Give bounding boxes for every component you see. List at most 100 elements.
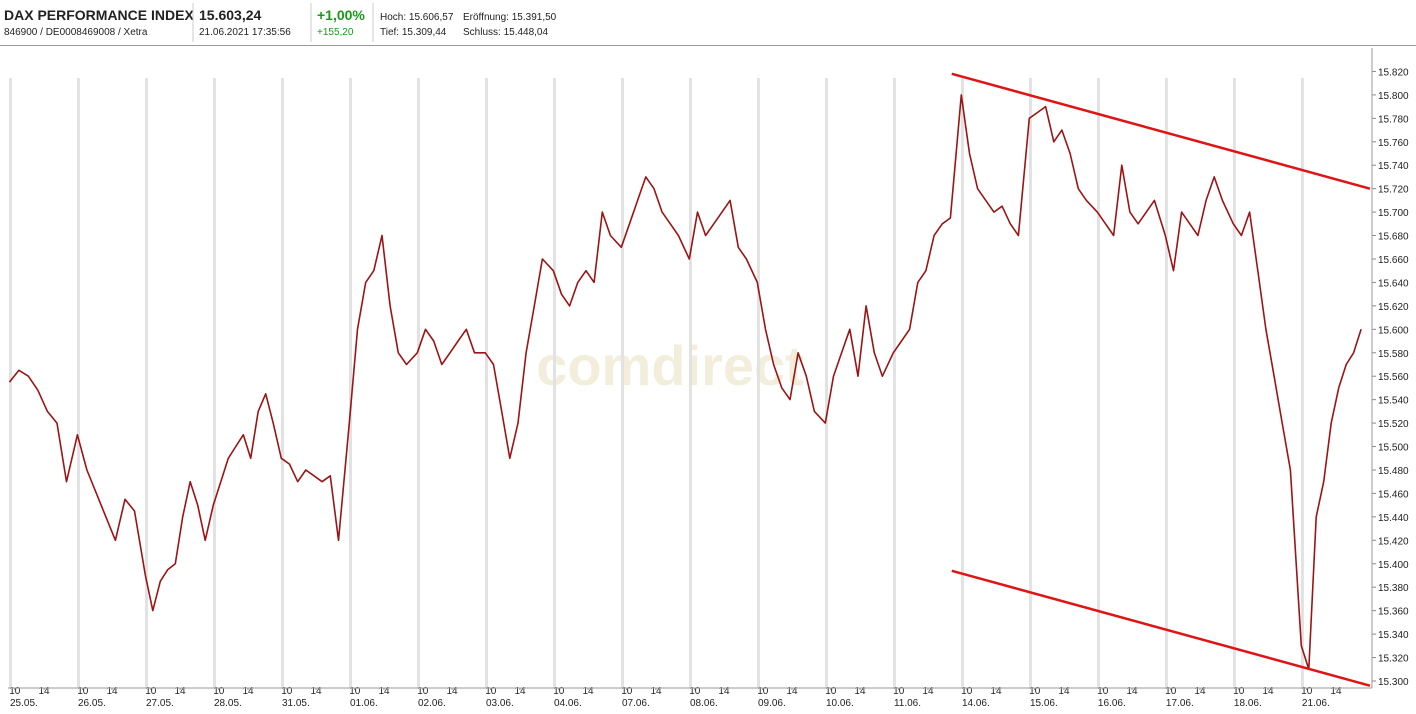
x-tick-label: 14	[514, 686, 526, 697]
x-tick-label: 10	[825, 686, 837, 697]
y-tick-label: 15.660	[1378, 255, 1409, 266]
day-separator	[756, 78, 760, 688]
x-day-label: 16.06.	[1098, 698, 1126, 709]
x-tick-label: 14	[922, 686, 934, 697]
y-tick-label: 15.520	[1378, 419, 1409, 430]
x-tick-label: 10	[213, 686, 225, 697]
x-tick-label: 10	[1029, 686, 1041, 697]
x-tick-label: 14	[378, 686, 390, 697]
day-separator	[144, 78, 148, 688]
index-ids: 846900 / DE0008469008 / Xetra	[4, 27, 148, 38]
x-tick-label: 10	[145, 686, 157, 697]
x-tick-label: 14	[650, 686, 662, 697]
y-tick-label: 15.460	[1378, 489, 1409, 500]
day-separator	[552, 78, 556, 688]
x-tick-label: 10	[689, 686, 701, 697]
x-tick-label: 14	[242, 686, 254, 697]
day-separator	[960, 78, 964, 688]
x-tick-label: 14	[1194, 686, 1206, 697]
day-separator	[1096, 78, 1100, 688]
index-name: DAX PERFORMANCE INDEX	[4, 7, 194, 23]
trendline	[951, 72, 1371, 190]
close: Schluss: 15.448,04	[463, 27, 548, 38]
y-tick-label: 15.540	[1378, 396, 1409, 407]
x-tick-label: 14	[106, 686, 118, 697]
x-tick-label: 14	[1058, 686, 1070, 697]
x-tick-label: 14	[854, 686, 866, 697]
x-tick-label: 10	[281, 686, 293, 697]
day-separator	[892, 78, 896, 688]
x-day-label: 02.06.	[418, 698, 446, 709]
x-tick-label: 14	[38, 686, 50, 697]
y-tick-label: 15.780	[1378, 114, 1409, 125]
y-tick-label: 15.620	[1378, 302, 1409, 313]
y-tick-label: 15.580	[1378, 349, 1409, 360]
x-tick-label: 10	[961, 686, 973, 697]
price: 15.603,24	[199, 7, 261, 23]
x-day-label: 10.06.	[826, 698, 854, 709]
x-day-label: 21.06.	[1302, 698, 1330, 709]
y-tick-label: 15.300	[1378, 677, 1409, 688]
x-day-label: 11.06.	[894, 698, 921, 709]
x-tick-label: 14	[582, 686, 594, 697]
x-tick-label: 14	[990, 686, 1002, 697]
timestamp: 21.06.2021 17:35:56	[199, 27, 291, 38]
x-tick-label: 10	[1233, 686, 1245, 697]
x-tick-label: 10	[553, 686, 565, 697]
x-tick-label: 10	[1165, 686, 1177, 697]
x-day-label: 31.05.	[282, 698, 310, 709]
x-day-label: 03.06.	[486, 698, 514, 709]
y-tick-label: 15.640	[1378, 278, 1409, 289]
x-tick-label: 14	[786, 686, 798, 697]
day-separator	[688, 78, 692, 688]
x-day-label: 18.06.	[1234, 698, 1262, 709]
x-tick-label: 14	[446, 686, 458, 697]
day-separator	[1300, 78, 1304, 688]
price-line	[8, 94, 1362, 670]
y-tick-label: 15.360	[1378, 607, 1409, 618]
day-separator	[9, 78, 12, 688]
y-tick-label: 15.760	[1378, 138, 1409, 149]
y-tick-label: 15.500	[1378, 443, 1409, 454]
x-day-label: 28.05.	[214, 698, 242, 709]
day-separator	[1232, 78, 1236, 688]
day-separator	[280, 78, 284, 688]
x-tick-label: 14	[1262, 686, 1274, 697]
x-day-label: 17.06.	[1166, 698, 1194, 709]
y-tick-label: 15.380	[1378, 583, 1409, 594]
y-tick-label: 15.480	[1378, 466, 1409, 477]
day-separator	[76, 78, 80, 688]
watermark: comdirect	[536, 334, 804, 397]
x-tick-label: 10	[1097, 686, 1109, 697]
x-day-label: 15.06.	[1030, 698, 1058, 709]
x-tick-label: 10	[757, 686, 769, 697]
x-tick-label: 10	[9, 686, 21, 697]
x-tick-label: 14	[1330, 686, 1342, 697]
day-separator	[1164, 78, 1168, 688]
x-tick-label: 14	[1126, 686, 1138, 697]
day-separator	[1028, 78, 1032, 688]
x-tick-label: 14	[310, 686, 322, 697]
trendline	[951, 569, 1371, 687]
y-tick-label: 15.400	[1378, 560, 1409, 571]
y-tick-label: 15.440	[1378, 513, 1409, 524]
y-tick-label: 15.720	[1378, 185, 1409, 196]
high: Hoch: 15.606,57	[380, 12, 454, 23]
day-separator	[620, 78, 624, 688]
x-tick-label: 10	[349, 686, 361, 697]
y-tick-label: 15.800	[1378, 91, 1409, 102]
x-tick-label: 10	[1301, 686, 1313, 697]
day-separator	[416, 78, 420, 688]
y-tick-label: 15.600	[1378, 325, 1409, 336]
x-tick-label: 14	[174, 686, 186, 697]
change-abs: +155,20	[317, 27, 354, 38]
open: Eröffnung: 15.391,50	[463, 12, 557, 23]
x-day-label: 25.05.	[10, 698, 38, 709]
y-tick-label: 15.680	[1378, 232, 1409, 243]
y-tick-label: 15.320	[1378, 654, 1409, 665]
x-tick-label: 10	[485, 686, 497, 697]
day-separator	[212, 78, 216, 688]
day-separator	[484, 78, 488, 688]
